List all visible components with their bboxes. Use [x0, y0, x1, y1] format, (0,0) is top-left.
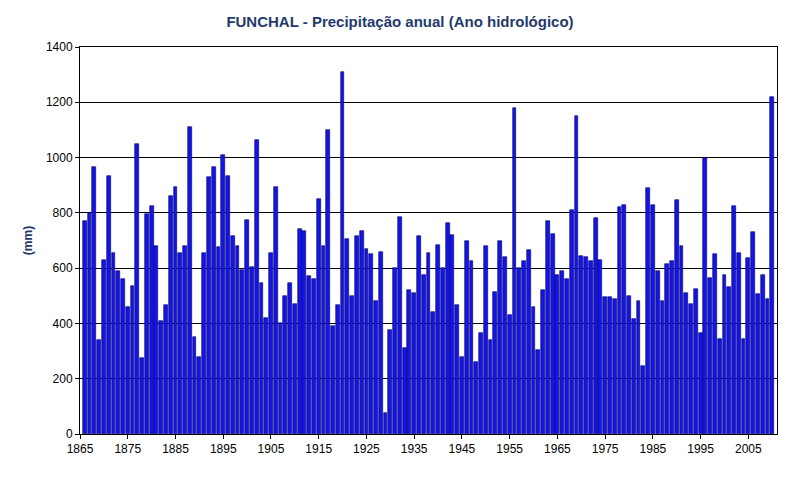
svg-text:1935: 1935: [401, 442, 428, 456]
svg-text:1975: 1975: [592, 442, 619, 456]
svg-text:1985: 1985: [640, 442, 667, 456]
svg-text:1945: 1945: [449, 442, 476, 456]
svg-text:200: 200: [53, 372, 73, 386]
svg-text:1000: 1000: [46, 151, 73, 165]
svg-text:FUNCHAL - Precipitação anual (: FUNCHAL - Precipitação anual (Ano hidrol…: [226, 13, 573, 30]
svg-text:2005: 2005: [735, 442, 762, 456]
svg-text:1875: 1875: [114, 442, 141, 456]
svg-text:1955: 1955: [496, 442, 523, 456]
svg-text:1400: 1400: [46, 40, 73, 54]
svg-text:(mm): (mm): [21, 226, 35, 255]
svg-text:0: 0: [66, 427, 73, 441]
svg-text:600: 600: [53, 261, 73, 275]
svg-text:1905: 1905: [258, 442, 285, 456]
svg-text:1895: 1895: [210, 442, 237, 456]
svg-text:1925: 1925: [353, 442, 380, 456]
svg-text:1995: 1995: [687, 442, 714, 456]
svg-text:1965: 1965: [544, 442, 571, 456]
svg-text:1865: 1865: [67, 442, 94, 456]
svg-text:800: 800: [53, 206, 73, 220]
svg-text:1200: 1200: [46, 95, 73, 109]
svg-text:400: 400: [53, 317, 73, 331]
svg-text:1915: 1915: [305, 442, 332, 456]
svg-text:1885: 1885: [162, 442, 189, 456]
